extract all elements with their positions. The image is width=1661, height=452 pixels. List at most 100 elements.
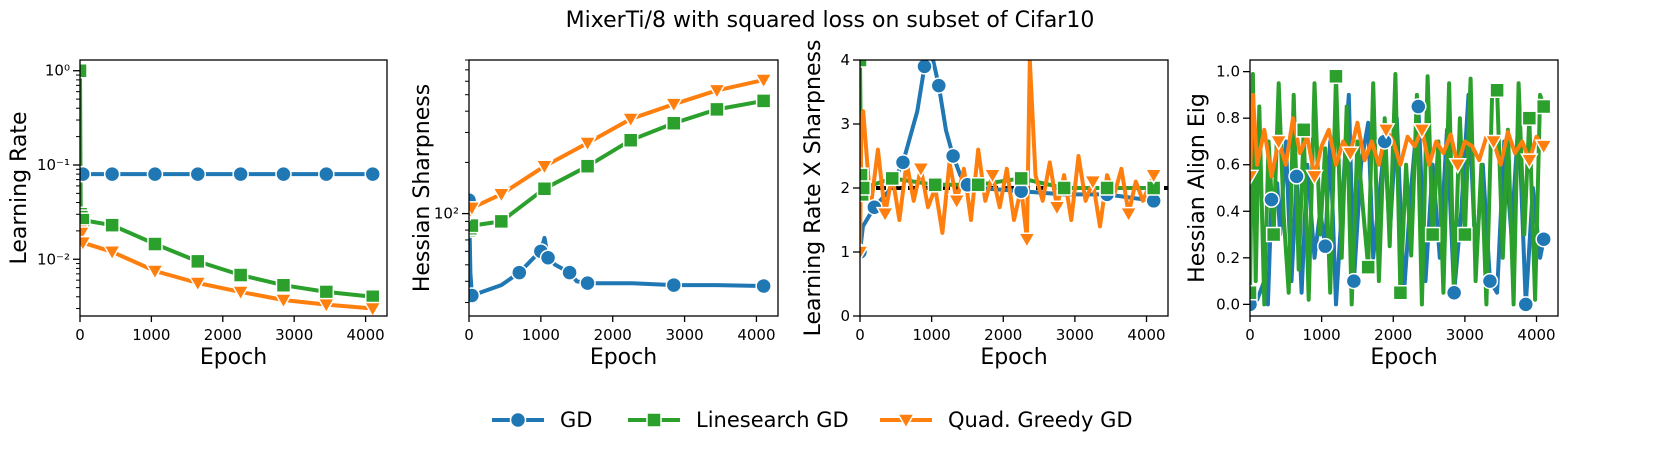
data-point-quad-greedy-gd [1047, 200, 1067, 217]
data-point-quad-greedy-gd [860, 245, 870, 262]
data-point-gd [275, 165, 292, 183]
data-point-linesearch-gd [860, 60, 868, 68]
x-tick-label: 4000 [1517, 326, 1555, 344]
data-point-linesearch-gd [1392, 284, 1409, 301]
data-point-linesearch-gd [1056, 180, 1072, 196]
series-group [80, 70, 373, 311]
series-line-linesearch-gd [80, 70, 373, 299]
data-point-quad-greedy-gd [1520, 153, 1539, 170]
legend: GD Linesearch GD Quad. Greedy GD [492, 408, 1133, 432]
y-tick-label: 0.2 [1216, 249, 1240, 267]
chart-panel-4: 0 1000 2000 3000 4000 0.0 0.2 0.4 0.6 0.8 1.0 Epoch… [1185, 59, 1559, 370]
data-point-linesearch-gd [1295, 122, 1312, 138]
data-point-quad-greedy-gd [363, 301, 383, 316]
data-point-gd [579, 274, 596, 292]
x-tick-label: 3000 [275, 326, 313, 344]
data-point-quad-greedy-gd [492, 187, 511, 204]
plot-frame [79, 59, 388, 317]
series-line-gd [860, 60, 1154, 253]
plot-frame [468, 59, 779, 317]
series-group [860, 60, 1168, 253]
data-point-quad-greedy-gd [535, 159, 554, 176]
data-point-linesearch-gd [1250, 284, 1258, 301]
data-point-gd [1316, 237, 1334, 255]
data-point-quad-greedy-gd [1119, 206, 1138, 224]
data-point-quad-greedy-gd [1412, 123, 1432, 140]
data-point-linesearch-gd [493, 213, 510, 230]
series-line-linesearch-gd [469, 98, 764, 232]
data-point-gd [1263, 191, 1280, 208]
data-point-quad-greedy-gd [947, 194, 966, 211]
y-tick-label: 10² [434, 205, 459, 223]
x-tick-label: 2000 [204, 326, 242, 344]
data-point-gd [232, 165, 249, 183]
data-point-quad-greedy-gd [707, 83, 727, 100]
data-point-quad-greedy-gd [80, 235, 93, 253]
x-tick-label: 0 [1245, 326, 1255, 344]
data-point-quad-greedy-gd [983, 168, 1002, 185]
marker-group [1250, 68, 1553, 313]
data-point-gd [665, 276, 683, 294]
chart-panel-1: 0 1000 2000 3000 4000 10⁻² 10⁻¹ 10⁰ Epoch Learnin… [7, 59, 388, 370]
data-point-linesearch-gd [1265, 226, 1282, 243]
legend-marker [896, 413, 916, 430]
data-point-quad-greedy-gd [911, 162, 931, 179]
legend-label: GD [560, 408, 592, 432]
data-point-gd [318, 165, 335, 183]
chart-panels: 0 1000 2000 3000 400010⁻²10⁻¹10⁰EpochLearnin… [7, 40, 1559, 370]
data-point-linesearch-gd [1535, 98, 1552, 115]
data-point-quad-greedy-gd [188, 276, 208, 293]
data-point-linesearch-gd [1099, 180, 1115, 196]
data-point-linesearch-gd [1424, 226, 1441, 243]
data-point-linesearch-gd [469, 217, 480, 234]
data-point-gd [1517, 296, 1535, 313]
data-point-linesearch-gd [666, 115, 682, 131]
data-point-gd [894, 154, 912, 171]
data-point-quad-greedy-gd [754, 73, 773, 90]
data-point-linesearch-gd [579, 158, 596, 174]
y-tick-label: 0.0 [1216, 295, 1240, 313]
x-axis-label: Epoch [200, 345, 267, 370]
data-point-quad-greedy-gd [1269, 134, 1288, 151]
data-point-quad-greedy-gd [274, 293, 293, 310]
data-point-gd [1288, 168, 1305, 185]
data-point-linesearch-gd [860, 167, 869, 183]
data-point-gd [1250, 296, 1259, 313]
data-point-gd [539, 249, 557, 267]
x-tick-label: 0 [464, 326, 474, 344]
y-tick-label: 2 [840, 179, 850, 197]
data-point-quad-greedy-gd [231, 285, 250, 302]
x-tick-label: 2000 [1374, 326, 1412, 344]
data-point-gd [930, 77, 948, 94]
data-point-quad-greedy-gd [1484, 134, 1503, 151]
data-point-quad-greedy-gd [317, 297, 336, 315]
data-point-quad-greedy-gd [1144, 168, 1163, 185]
legend-item-quad-greedy-gd: Quad. Greedy GD [880, 408, 1133, 432]
y-tick-label: 4 [840, 51, 850, 69]
x-tick-label: 2000 [594, 326, 632, 344]
data-point-quad-greedy-gd [1340, 146, 1360, 163]
data-point-gd [1481, 272, 1499, 290]
x-tick-label: 0 [855, 326, 865, 344]
x-axis-label: Epoch [590, 345, 657, 370]
data-point-quad-greedy-gd [578, 136, 597, 153]
data-point-quad-greedy-gd [1305, 169, 1324, 186]
data-point-gd [1345, 272, 1363, 290]
data-point-quad-greedy-gd [145, 264, 165, 281]
data-point-quad-greedy-gd [1376, 123, 1396, 140]
data-point-gd [146, 165, 164, 183]
data-point-linesearch-gd [860, 180, 871, 196]
y-tick-label: 0.8 [1216, 109, 1240, 127]
data-point-linesearch-gd [1013, 170, 1029, 187]
x-tick-label: 3000 [1446, 326, 1484, 344]
data-point-quad-greedy-gd [1250, 169, 1260, 186]
y-tick-label: 0 [840, 307, 850, 325]
data-point-quad-greedy-gd [875, 206, 895, 224]
data-point-gd [103, 165, 121, 183]
data-point-linesearch-gd [318, 284, 335, 300]
data-point-linesearch-gd [1489, 82, 1505, 99]
y-axis-label: Learning Rate [7, 112, 32, 265]
data-point-gd [1410, 98, 1427, 115]
data-point-linesearch-gd [709, 101, 725, 118]
plot-frame [1249, 59, 1559, 317]
